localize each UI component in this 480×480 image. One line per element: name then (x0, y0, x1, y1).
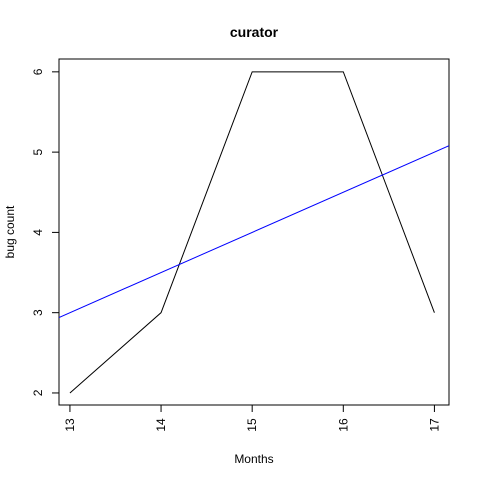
x-tick-label: 15 (245, 418, 259, 432)
plot-area: 13 14 15 16 17 2 3 4 5 6 (31, 59, 449, 432)
y-tick-label: 2 (31, 389, 45, 396)
x-tick-label: 17 (427, 418, 441, 432)
y-tick-label: 3 (31, 309, 45, 316)
trend-line (59, 146, 449, 318)
x-tick-label: 13 (63, 418, 77, 432)
x-axis-label: Months (234, 452, 273, 466)
y-tick-label: 5 (31, 148, 45, 155)
x-tick-label: 16 (336, 418, 350, 432)
y-tick-label: 6 (31, 68, 45, 75)
y-tick-label: 4 (31, 229, 45, 236)
x-tick-label: 14 (154, 418, 168, 432)
y-axis-label: bug count (3, 205, 17, 258)
chart-title: curator (230, 24, 279, 40)
